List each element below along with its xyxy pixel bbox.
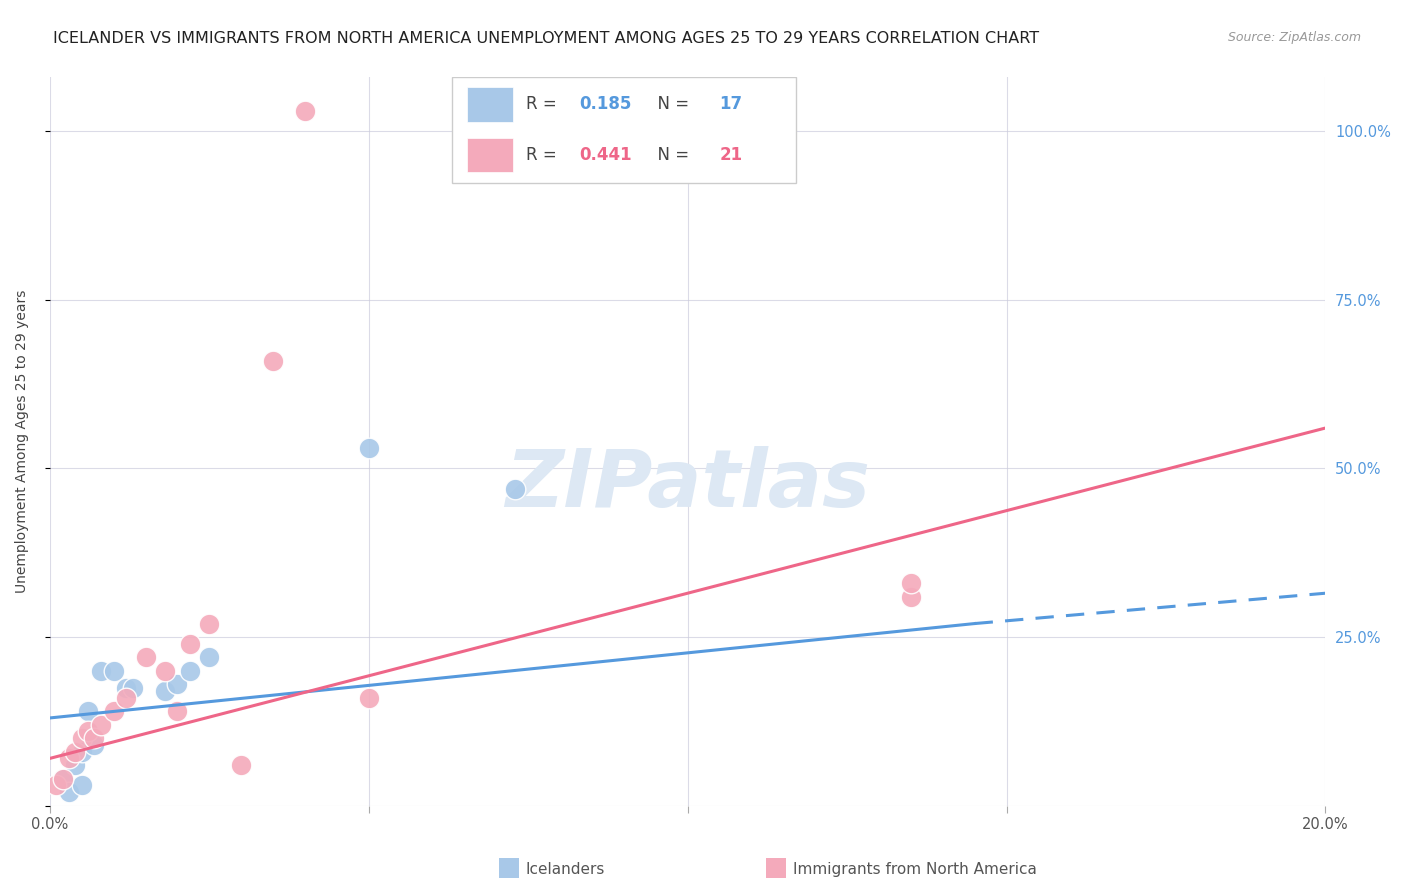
Point xyxy=(83,731,105,746)
Text: N =: N = xyxy=(647,146,695,164)
Point xyxy=(45,778,67,792)
Point xyxy=(90,717,112,731)
Point xyxy=(505,482,527,496)
Point xyxy=(90,664,112,678)
Point xyxy=(134,650,156,665)
Point xyxy=(198,650,221,665)
Point xyxy=(153,664,176,678)
Point xyxy=(262,353,284,368)
Point xyxy=(65,745,87,759)
Point xyxy=(900,576,922,591)
Point xyxy=(179,637,201,651)
Text: N =: N = xyxy=(647,95,695,113)
Text: 0.441: 0.441 xyxy=(579,146,631,164)
Point xyxy=(103,704,125,718)
Text: ZIPatlas: ZIPatlas xyxy=(505,446,870,524)
Y-axis label: Unemployment Among Ages 25 to 29 years: Unemployment Among Ages 25 to 29 years xyxy=(15,290,30,593)
Point xyxy=(294,104,316,119)
Point xyxy=(115,690,138,705)
Point xyxy=(58,751,80,765)
Point xyxy=(70,731,93,746)
Point xyxy=(77,724,100,739)
Text: Icelanders: Icelanders xyxy=(526,863,605,877)
Point xyxy=(231,758,253,772)
Point xyxy=(77,704,100,718)
Text: Source: ZipAtlas.com: Source: ZipAtlas.com xyxy=(1227,31,1361,45)
Point xyxy=(103,664,125,678)
Point xyxy=(357,442,380,456)
Point xyxy=(58,785,80,799)
Point xyxy=(198,616,221,631)
Text: 0.185: 0.185 xyxy=(579,95,631,113)
Point xyxy=(52,772,75,786)
Point xyxy=(900,590,922,604)
Text: R =: R = xyxy=(526,95,561,113)
Point xyxy=(179,664,201,678)
Point xyxy=(70,745,93,759)
Point xyxy=(65,758,87,772)
Point xyxy=(153,684,176,698)
Point xyxy=(166,704,188,718)
Text: 17: 17 xyxy=(720,95,742,113)
Point xyxy=(121,681,143,695)
Text: Immigrants from North America: Immigrants from North America xyxy=(793,863,1036,877)
Point xyxy=(83,738,105,752)
Text: R =: R = xyxy=(526,146,561,164)
Point xyxy=(166,677,188,691)
Text: ICELANDER VS IMMIGRANTS FROM NORTH AMERICA UNEMPLOYMENT AMONG AGES 25 TO 29 YEAR: ICELANDER VS IMMIGRANTS FROM NORTH AMERI… xyxy=(53,31,1039,46)
Bar xyxy=(467,87,513,122)
Point xyxy=(70,778,93,792)
Text: 21: 21 xyxy=(720,146,742,164)
Point xyxy=(52,772,75,786)
Bar xyxy=(467,137,513,172)
Point xyxy=(115,681,138,695)
FancyBboxPatch shape xyxy=(451,78,796,183)
Point xyxy=(357,690,380,705)
